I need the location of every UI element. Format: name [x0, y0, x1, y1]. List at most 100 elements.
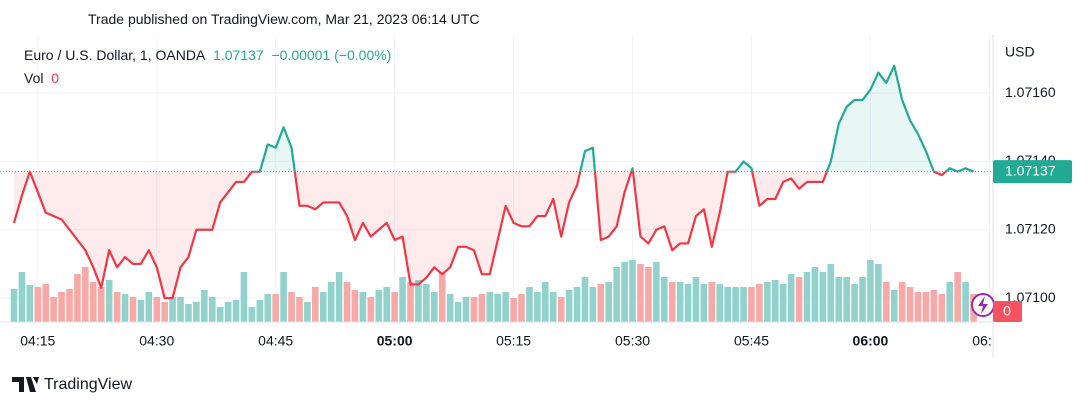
volume-bar [26, 285, 34, 322]
volume-bar [605, 282, 613, 322]
volume-bar [748, 287, 755, 322]
volume-bar [462, 297, 470, 322]
volume-bar [914, 292, 922, 322]
brand-logo [12, 377, 39, 392]
volume-bar [668, 282, 676, 322]
volume-bar [50, 297, 57, 322]
volume-bar [264, 294, 272, 322]
volume-bar [779, 284, 787, 322]
volume-bar [415, 280, 422, 322]
volume-bar [58, 292, 65, 322]
volume-bar [565, 290, 573, 322]
volume-bar [597, 284, 605, 322]
volume-bar [732, 287, 739, 322]
volume-bar [367, 297, 375, 322]
volume-bar [795, 277, 803, 322]
y-tick-label: 1.07100 [1005, 289, 1056, 305]
price: 1.07137 [213, 47, 264, 63]
volume-bar [827, 264, 835, 322]
volume-bar [66, 289, 73, 322]
volume-bar [430, 292, 438, 322]
volume-bar [700, 284, 708, 322]
volume-bar [771, 280, 779, 322]
x-tick-label: 04:30 [139, 333, 174, 349]
volume-bar [676, 282, 684, 322]
volume-bar [10, 289, 18, 322]
volume-bar [224, 302, 232, 322]
volume-bar [113, 292, 121, 322]
volume-bar [589, 287, 597, 322]
volume-bar [542, 282, 549, 322]
volume-bar [351, 290, 359, 322]
volume-bar [716, 284, 724, 322]
volume-bar [922, 292, 930, 322]
volume-bar [692, 277, 700, 322]
brand-name: TradingView [44, 376, 132, 393]
volume-bar [494, 294, 502, 322]
volume-bar [129, 297, 137, 322]
volume-bar [288, 292, 295, 322]
volume-bar [391, 292, 398, 322]
volume-bar [898, 282, 906, 322]
volume-bar [637, 264, 644, 322]
volume-bar [232, 300, 240, 322]
volume-bar [946, 282, 954, 322]
volume-bar [629, 260, 636, 322]
volume-bar [18, 272, 26, 322]
volume-bar [343, 282, 351, 322]
volume-bar [272, 294, 279, 322]
volume-bar [327, 282, 335, 322]
volume-bar [526, 287, 533, 322]
symbol: Euro / U.S. Dollar, 1, OANDA [24, 47, 206, 63]
volume-bar [534, 292, 541, 322]
volume-bar [375, 290, 383, 322]
volume-bar [906, 287, 914, 322]
volume-bar [502, 292, 509, 322]
volume-bar [240, 272, 248, 322]
volume-bar [613, 267, 620, 322]
volume-bar [549, 292, 557, 322]
x-tick-label: 04:15 [20, 333, 55, 349]
x-tick-label: 05:45 [734, 333, 769, 349]
volume-bar [201, 290, 208, 322]
volume-bar [121, 294, 129, 322]
volume-bar [105, 280, 113, 322]
volume-bar [930, 290, 938, 322]
volume-bar [438, 272, 446, 322]
volume-bar [573, 287, 581, 322]
volume-bar [875, 264, 882, 322]
volume-bar [890, 290, 898, 322]
volume-bar [383, 287, 391, 322]
volume-value: 0 [51, 70, 60, 86]
volume-bar [34, 287, 42, 322]
volume-label: Vol [24, 70, 44, 86]
last-price-label: 1.07137 [1005, 162, 1056, 178]
volume-bar [653, 262, 660, 322]
volume-bar [208, 297, 216, 322]
volume-bar [581, 277, 589, 322]
volume-bar [153, 297, 161, 322]
x-tick-label: 04:45 [258, 333, 293, 349]
volume-bar [177, 297, 184, 322]
legend-row: Euro / U.S. Dollar, 1, OANDA 1.07137 −0.… [24, 47, 391, 63]
volume-bar [478, 294, 486, 322]
volume-bar [97, 287, 105, 322]
volume-bar [803, 272, 811, 322]
volume-bar [335, 272, 343, 322]
x-tick-label: 05:00 [377, 333, 413, 349]
lightning-glyph [978, 296, 988, 314]
volume-bar [510, 298, 517, 322]
volume-bar [304, 302, 311, 322]
volume-bar [248, 307, 256, 322]
volume-bar [867, 260, 874, 322]
volume-bar [954, 272, 961, 322]
volume-bar [359, 292, 367, 322]
volume-bar [486, 292, 494, 322]
volume-bar [145, 292, 153, 322]
x-tick-label: 06: [972, 333, 991, 349]
volume-bar [851, 284, 858, 322]
y-tick-label: 1.07120 [1005, 220, 1056, 236]
y-tick-label: 1.07160 [1005, 84, 1056, 100]
volume-bar [819, 272, 827, 322]
